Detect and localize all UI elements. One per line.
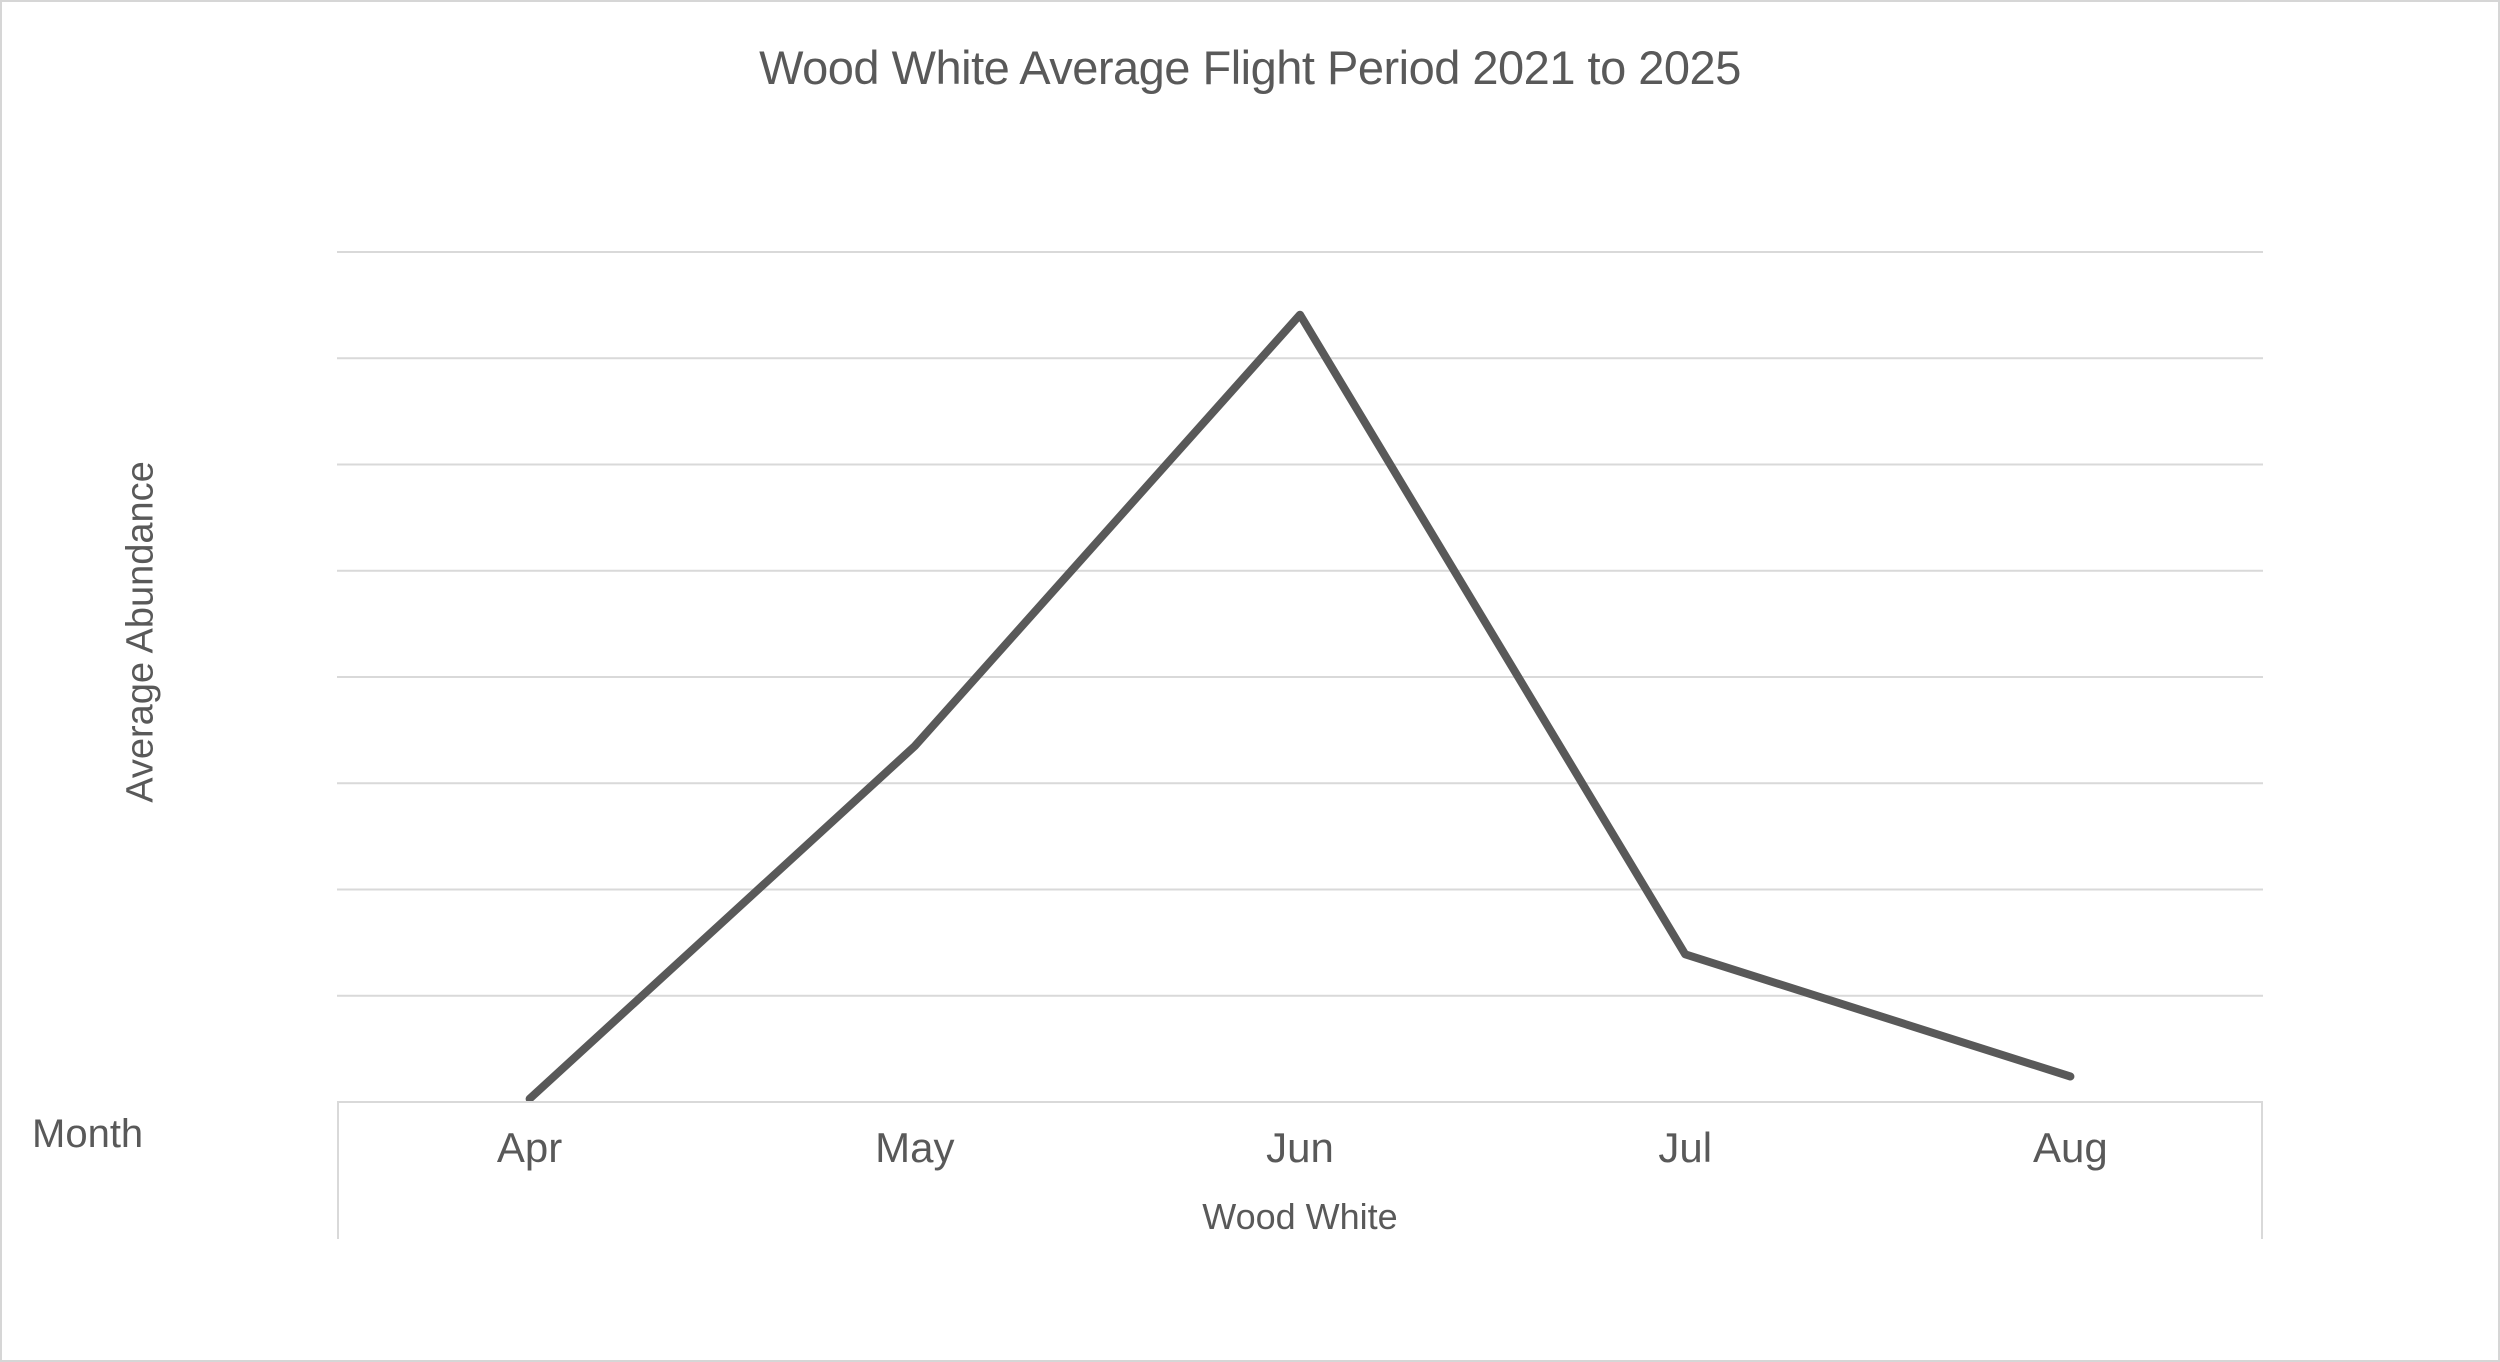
x-axis-category-labels: Apr May Jun Jul Aug xyxy=(337,1124,2263,1172)
series-line-wood-white xyxy=(525,310,2075,1103)
category-label-apr: Apr xyxy=(496,1124,563,1171)
category-label-jul: Jul xyxy=(1658,1124,1713,1171)
x-axis-box xyxy=(337,1101,2263,1239)
plot-area xyxy=(337,251,2263,1103)
category-label-may: May xyxy=(875,1124,955,1171)
category-label-jun: Jun xyxy=(1266,1124,1334,1171)
series-group-label: Wood White xyxy=(1202,1196,1398,1237)
category-label-aug: Aug xyxy=(2033,1124,2108,1171)
gridlines xyxy=(337,251,2263,997)
chart-title: Wood White Average Flight Period 2021 to… xyxy=(759,41,1741,94)
x-axis-title: Month xyxy=(32,1112,144,1156)
y-axis-title: Average Abundance xyxy=(119,461,162,803)
